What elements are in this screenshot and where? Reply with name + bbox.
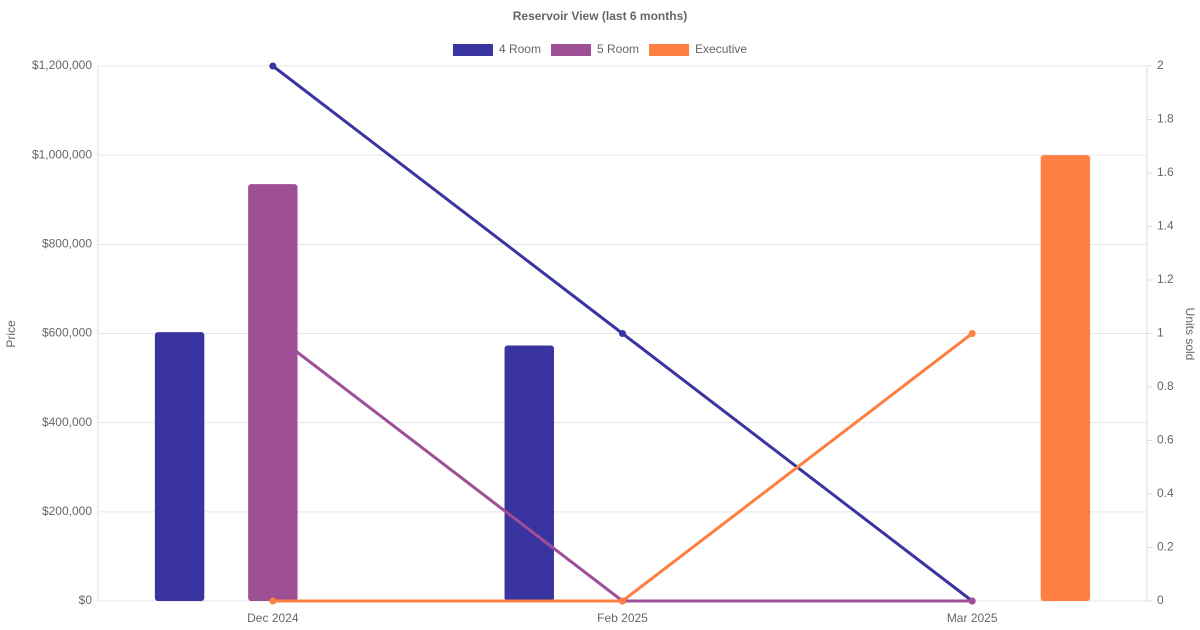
point [619, 597, 626, 605]
point [269, 330, 277, 337]
bar [154, 332, 205, 601]
y2-tick-label: 0.4 [1157, 486, 1174, 500]
y-tick-label: $1,200,000 [32, 58, 92, 72]
y2-tick-label: 1 [1157, 326, 1164, 340]
point [968, 330, 976, 337]
legend-swatch [649, 44, 690, 56]
y2-tick-label: 0.6 [1157, 433, 1174, 447]
y2-tick-label: 1.6 [1157, 165, 1174, 179]
y-tick-label: $1,000,000 [32, 147, 92, 161]
y2-axis-title: Units sold [1183, 308, 1197, 361]
y2-tick-label: 1.4 [1157, 219, 1174, 233]
legend-swatch [452, 44, 493, 56]
y2-tick-label: 2 [1157, 58, 1164, 72]
y2-tick-label: 0.8 [1157, 379, 1174, 393]
y2-tick-label: 0.2 [1157, 540, 1174, 554]
y-tick-label: $600,000 [42, 326, 92, 340]
line [271, 332, 973, 603]
legend-label: Executive [695, 42, 747, 56]
bar [1040, 155, 1091, 601]
x-tick-label: Feb 2025 [597, 611, 648, 625]
point [968, 597, 976, 605]
point [269, 62, 277, 70]
y2-tick-label: 1.2 [1157, 272, 1174, 286]
y2-tick-label: 1.8 [1157, 112, 1174, 126]
legend-swatch [550, 44, 591, 56]
x-tick-label: Mar 2025 [947, 611, 998, 625]
legend-label: 5 Room [597, 42, 639, 56]
y-tick-label: $400,000 [42, 415, 92, 429]
line [272, 332, 974, 603]
y-tick-label: $0 [79, 593, 93, 607]
y-tick-label: $800,000 [42, 237, 92, 251]
chart-title: Reservoir View (last 6 months) [513, 9, 688, 23]
y-axis-title: Price [4, 320, 18, 348]
y-tick-label: $200,000 [42, 504, 92, 518]
point [619, 330, 626, 337]
bar [248, 184, 298, 602]
y2-tick-label: 0 [1157, 593, 1164, 607]
point [269, 597, 277, 605]
x-tick-label: Dec 2024 [247, 611, 299, 625]
bar [504, 345, 554, 601]
legend-label: 4 Room [499, 42, 541, 56]
